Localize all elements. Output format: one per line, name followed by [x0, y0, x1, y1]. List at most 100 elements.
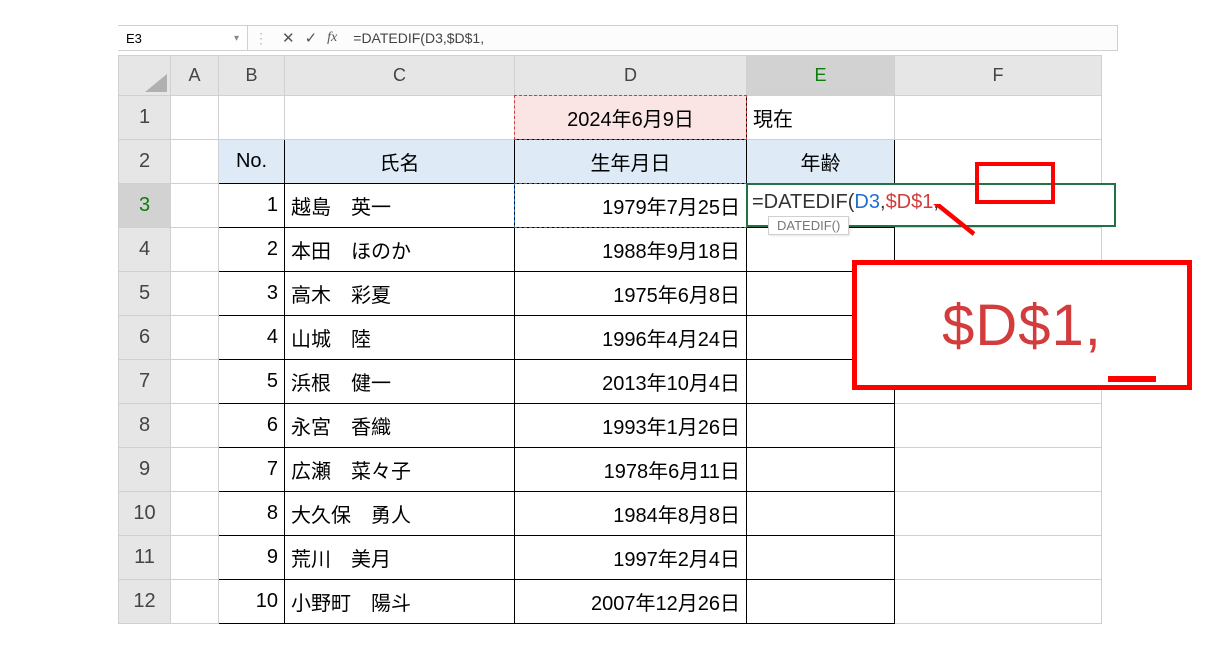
cell-D3[interactable]: 1979年7月25日: [515, 184, 747, 228]
row-header-4[interactable]: 4: [119, 228, 171, 272]
cell-C9[interactable]: 広瀬 菜々子: [285, 448, 515, 492]
annotation-callout-text: $D$1,: [942, 292, 1102, 359]
cell-C5[interactable]: 高木 彩夏: [285, 272, 515, 316]
cell-D1[interactable]: 2024年6月9日: [515, 96, 747, 140]
cell-D9[interactable]: 1978年6月11日: [515, 448, 747, 492]
row-header-3[interactable]: 3: [119, 184, 171, 228]
col-header-E[interactable]: E: [747, 56, 895, 96]
cell-B10-text: 8: [267, 502, 278, 524]
cell-B7-text: 5: [267, 370, 278, 392]
cell-B8[interactable]: 6: [219, 404, 285, 448]
cell-E10[interactable]: [747, 492, 895, 536]
cell-D12[interactable]: 2007年12月26日: [515, 580, 747, 624]
select-all-corner[interactable]: [119, 56, 171, 96]
col-header-D[interactable]: D: [515, 56, 747, 96]
cell-B7[interactable]: 5: [219, 360, 285, 404]
cell-D2[interactable]: 生年月日: [515, 140, 747, 184]
cell-F2[interactable]: [895, 140, 1102, 184]
cell-A8[interactable]: [171, 404, 219, 448]
cell-C1[interactable]: [285, 96, 515, 140]
cell-D5[interactable]: 1975年6月8日: [515, 272, 747, 316]
cell-B3-text: 1: [267, 194, 278, 216]
cell-A4[interactable]: [171, 228, 219, 272]
cell-B4[interactable]: 2: [219, 228, 285, 272]
cell-F8[interactable]: [895, 404, 1102, 448]
row-header-10[interactable]: 10: [119, 492, 171, 536]
row-header-7[interactable]: 7: [119, 360, 171, 404]
cell-C3[interactable]: 越島 英一: [285, 184, 515, 228]
cell-D7[interactable]: 2013年10月4日: [515, 360, 747, 404]
cell-B11[interactable]: 9: [219, 536, 285, 580]
cell-A2[interactable]: [171, 140, 219, 184]
cell-F9[interactable]: [895, 448, 1102, 492]
col-header-C[interactable]: C: [285, 56, 515, 96]
cell-A7[interactable]: [171, 360, 219, 404]
cell-B2[interactable]: No.: [219, 140, 285, 184]
cell-E1[interactable]: 現在: [747, 96, 895, 140]
cell-B12-text: 10: [256, 590, 278, 612]
row-header-5[interactable]: 5: [119, 272, 171, 316]
row-header-12[interactable]: 12: [119, 580, 171, 624]
cell-B12[interactable]: 10: [219, 580, 285, 624]
formula-bar-text: =DATEDIF(D3,$D$1,: [353, 30, 484, 46]
cell-C11[interactable]: 荒川 美月: [285, 536, 515, 580]
cell-A6[interactable]: [171, 316, 219, 360]
cell-E9[interactable]: [747, 448, 895, 492]
cell-C7[interactable]: 浜根 健一: [285, 360, 515, 404]
cell-D8[interactable]: 1993年1月26日: [515, 404, 747, 448]
cell-C10[interactable]: 大久保 勇人: [285, 492, 515, 536]
cell-A5[interactable]: [171, 272, 219, 316]
cell-C10-text: 大久保 勇人: [291, 505, 411, 527]
cell-B1[interactable]: [219, 96, 285, 140]
cell-A10[interactable]: [171, 492, 219, 536]
cell-A9[interactable]: [171, 448, 219, 492]
row-header-9[interactable]: 9: [119, 448, 171, 492]
cell-D11[interactable]: 1997年2月4日: [515, 536, 747, 580]
fx-icon[interactable]: fx: [327, 30, 337, 46]
cell-D6[interactable]: 1996年4月24日: [515, 316, 747, 360]
cell-D10-text: 1984年8月8日: [613, 505, 740, 527]
cell-D8-text: 1993年1月26日: [602, 417, 740, 439]
cell-C2-text: 氏名: [380, 153, 420, 175]
cell-C4[interactable]: 本田 ほのか: [285, 228, 515, 272]
row-header-11[interactable]: 11: [119, 536, 171, 580]
cell-F11[interactable]: [895, 536, 1102, 580]
cell-B10[interactable]: 8: [219, 492, 285, 536]
col-header-B[interactable]: B: [219, 56, 285, 96]
enter-icon[interactable]: ✓: [305, 29, 318, 47]
formula-bar-input[interactable]: =DATEDIF(D3,$D$1,: [345, 30, 1117, 46]
cell-C3-text: 越島 英一: [291, 197, 391, 219]
col-header-A[interactable]: A: [171, 56, 219, 96]
cell-A11[interactable]: [171, 536, 219, 580]
row-header-8[interactable]: 8: [119, 404, 171, 448]
cell-E12[interactable]: [747, 580, 895, 624]
cancel-icon[interactable]: ✕: [282, 29, 295, 47]
cell-C2[interactable]: 氏名: [285, 140, 515, 184]
cell-F12[interactable]: [895, 580, 1102, 624]
row-header-6[interactable]: 6: [119, 316, 171, 360]
row-header-2[interactable]: 2: [119, 140, 171, 184]
row-header-1[interactable]: 1: [119, 96, 171, 140]
cell-D10[interactable]: 1984年8月8日: [515, 492, 747, 536]
cell-C6[interactable]: 山城 陸: [285, 316, 515, 360]
cell-C12[interactable]: 小野町 陽斗: [285, 580, 515, 624]
cell-E8[interactable]: [747, 404, 895, 448]
cell-E11[interactable]: [747, 536, 895, 580]
col-header-F[interactable]: F: [895, 56, 1102, 96]
cell-B5[interactable]: 3: [219, 272, 285, 316]
cell-C8-text: 永宮 香織: [291, 417, 391, 439]
cell-B9[interactable]: 7: [219, 448, 285, 492]
cell-D4-text: 1988年9月18日: [602, 241, 740, 263]
name-box[interactable]: E3 ▾: [118, 26, 248, 50]
cell-A12[interactable]: [171, 580, 219, 624]
cell-D4[interactable]: 1988年9月18日: [515, 228, 747, 272]
cell-B6[interactable]: 4: [219, 316, 285, 360]
cell-A3[interactable]: [171, 184, 219, 228]
cell-E2[interactable]: 年齢: [747, 140, 895, 184]
cell-A1[interactable]: [171, 96, 219, 140]
cell-F10[interactable]: [895, 492, 1102, 536]
cell-F1[interactable]: [895, 96, 1102, 140]
name-box-dropdown-icon[interactable]: ▾: [234, 33, 239, 44]
cell-B3[interactable]: 1: [219, 184, 285, 228]
cell-C8[interactable]: 永宮 香織: [285, 404, 515, 448]
